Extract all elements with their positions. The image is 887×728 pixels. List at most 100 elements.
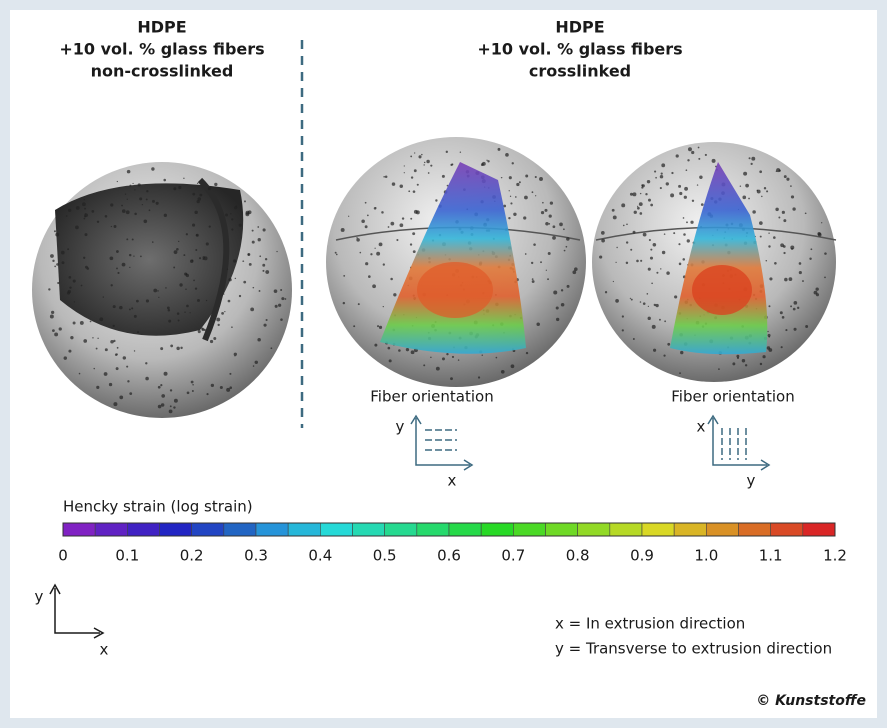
colorbar-segment bbox=[288, 523, 320, 536]
speckle-dot bbox=[678, 243, 680, 245]
speckle-dot bbox=[376, 252, 380, 256]
speckle-dot bbox=[690, 221, 693, 224]
speckle-dot bbox=[203, 256, 206, 259]
speckle-dot bbox=[540, 261, 542, 263]
colorbar-segment bbox=[417, 523, 449, 536]
speckle-dot bbox=[278, 304, 281, 307]
speckle-dot bbox=[245, 212, 249, 216]
speckle-dot bbox=[400, 223, 404, 227]
colorbar-segment bbox=[546, 523, 578, 536]
speckle-dot bbox=[525, 175, 528, 178]
speckle-dot bbox=[416, 210, 420, 214]
speckle-dot bbox=[792, 207, 795, 210]
speckle-dot bbox=[383, 176, 385, 178]
speckle-dot bbox=[381, 211, 384, 214]
speckle-dot bbox=[637, 206, 638, 207]
speckle-dot bbox=[116, 367, 119, 370]
speckle-dot bbox=[766, 260, 767, 261]
speckle-dot bbox=[156, 202, 159, 205]
speckle-dot bbox=[546, 270, 547, 271]
speckle-dot bbox=[759, 170, 762, 173]
speckle-dot bbox=[810, 248, 812, 250]
speckle-dot bbox=[805, 325, 808, 328]
speckle-dot bbox=[176, 347, 179, 350]
speckle-dot bbox=[701, 203, 704, 206]
speckle-dot bbox=[169, 410, 173, 414]
speckle-dot bbox=[511, 364, 515, 368]
speckle-dot bbox=[204, 329, 206, 331]
speckle-dot bbox=[116, 268, 118, 270]
speckle-dot bbox=[760, 236, 762, 238]
speckle-dot bbox=[388, 347, 391, 350]
speckle-dot bbox=[173, 187, 176, 190]
speckle-dot bbox=[157, 290, 159, 292]
speckle-dot bbox=[51, 311, 54, 314]
speckle-dot bbox=[48, 288, 50, 290]
speckle-dot bbox=[110, 340, 114, 344]
panel-title: HDPE bbox=[555, 18, 604, 37]
speckle-dot bbox=[69, 276, 72, 279]
speckle-dot bbox=[398, 349, 401, 352]
speckle-dot bbox=[556, 318, 559, 321]
speckle-dot bbox=[630, 298, 631, 299]
speckle-dot bbox=[561, 289, 563, 291]
speckle-dot bbox=[379, 242, 383, 246]
speckle-dot bbox=[92, 337, 93, 338]
speckle-dot bbox=[198, 330, 201, 333]
speckle-dot bbox=[781, 346, 783, 348]
speckle-dot bbox=[263, 228, 266, 231]
colorbar-segment bbox=[513, 523, 545, 536]
speckle-dot bbox=[133, 255, 134, 256]
colorbar-tick-label: 0.2 bbox=[180, 547, 204, 565]
speckle-dot bbox=[183, 254, 185, 256]
speckle-dot bbox=[247, 253, 250, 256]
speckle-dot bbox=[146, 299, 149, 302]
speckle-dot bbox=[239, 224, 242, 227]
speckle-dot bbox=[85, 213, 86, 214]
speckle-dot bbox=[574, 267, 578, 271]
speckle-dot bbox=[178, 319, 180, 321]
speckle-dot bbox=[186, 233, 188, 235]
speckle-dot bbox=[699, 176, 702, 179]
colorbar-tick-label: 1.2 bbox=[823, 547, 847, 565]
colorbar-tick-label: 0.5 bbox=[373, 547, 397, 565]
colorbar-segment bbox=[192, 523, 224, 536]
speckle-dot bbox=[206, 393, 208, 395]
speckle-dot bbox=[55, 233, 59, 237]
speckle-dot bbox=[117, 272, 119, 274]
speckle-dot bbox=[174, 399, 178, 403]
speckle-dot bbox=[749, 157, 751, 159]
speckle-dot bbox=[81, 285, 83, 287]
colorbar-segment bbox=[320, 523, 352, 536]
speckle-dot bbox=[235, 278, 236, 279]
speckle-dot bbox=[621, 203, 625, 207]
speckle-dot bbox=[105, 348, 108, 351]
speckle-dot bbox=[388, 226, 390, 228]
speckle-dot bbox=[126, 238, 128, 240]
speckle-dot bbox=[640, 212, 643, 215]
speckle-dot bbox=[505, 153, 509, 157]
speckle-dot bbox=[647, 293, 649, 295]
speckle-dot bbox=[637, 207, 640, 210]
speckle-dot bbox=[404, 165, 405, 166]
speckle-dot bbox=[114, 225, 117, 228]
speckle-dot bbox=[161, 403, 164, 406]
speckle-dot bbox=[776, 168, 780, 172]
speckle-dot bbox=[632, 192, 636, 196]
speckle-dot bbox=[817, 232, 821, 236]
speckle-dot bbox=[361, 219, 365, 223]
speckle-dot bbox=[679, 192, 682, 195]
speckle-dot bbox=[799, 271, 802, 274]
speckle-dot bbox=[149, 209, 151, 211]
speckle-dot bbox=[91, 210, 94, 213]
speckle-dot bbox=[599, 255, 602, 258]
speckle-dot bbox=[164, 214, 167, 217]
speckle-dot bbox=[642, 184, 645, 187]
speckle-dot bbox=[435, 199, 437, 201]
speckle-dot bbox=[105, 215, 108, 218]
speckle-dot bbox=[679, 372, 681, 374]
speckle-dot bbox=[372, 284, 376, 288]
speckle-dot bbox=[778, 217, 780, 219]
colorbar-segment bbox=[160, 523, 192, 536]
speckle-dot bbox=[802, 280, 804, 282]
